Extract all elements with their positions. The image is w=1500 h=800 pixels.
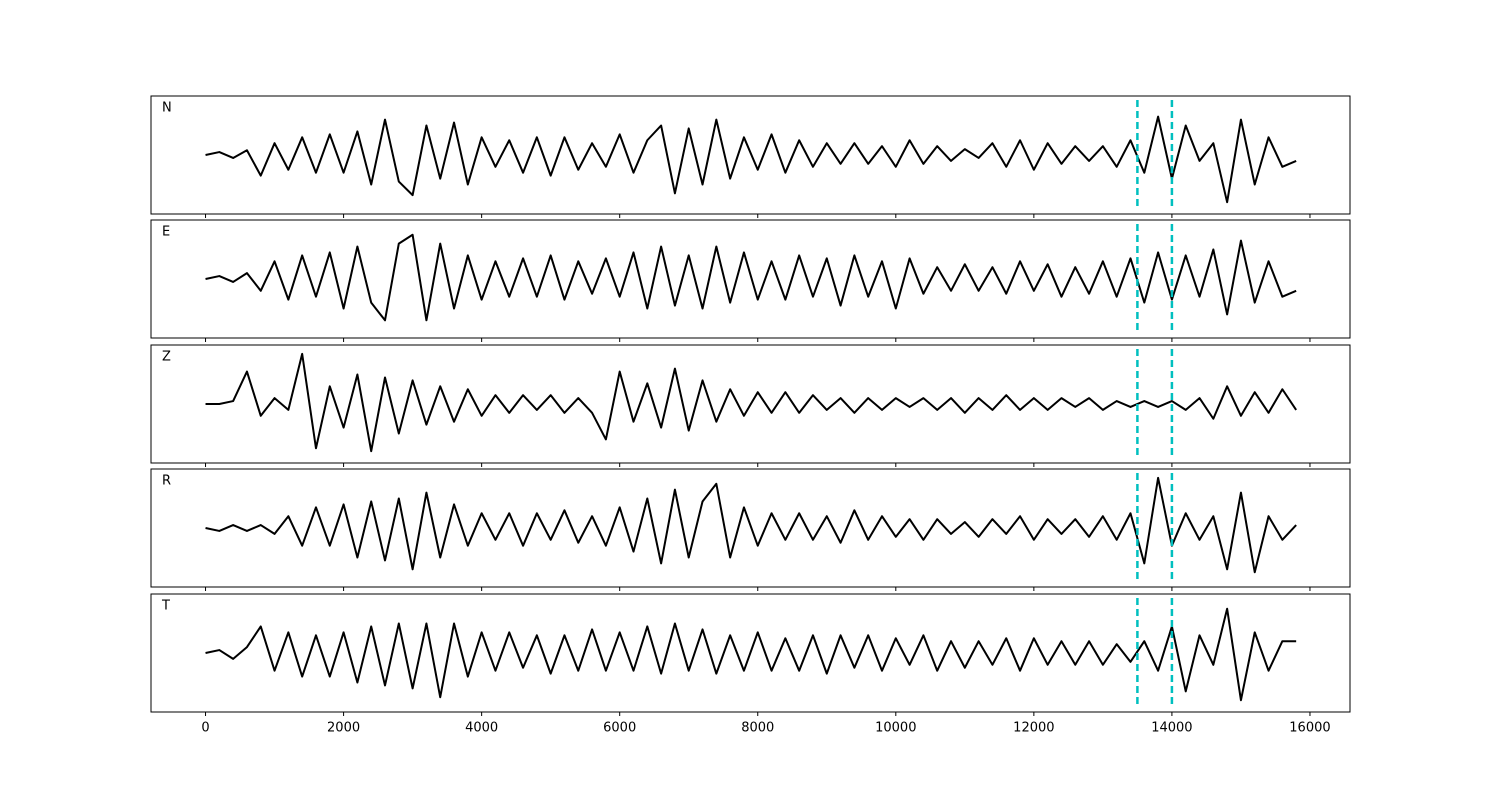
waveform (205, 233, 1297, 322)
x-tick-label: 0 (201, 721, 209, 736)
x-tick-label: 10000 (875, 721, 916, 736)
panel-frame (150, 344, 1351, 464)
panel-frame (150, 95, 1351, 215)
x-tick-label: 14000 (1151, 721, 1192, 736)
panel-frame (150, 593, 1351, 713)
x-tick-label: 8000 (741, 721, 774, 736)
x-tick-label: 12000 (1013, 721, 1054, 736)
panel-label: Z (162, 350, 171, 365)
panel-frame (150, 219, 1351, 339)
waveform (205, 115, 1297, 204)
x-tick-label: 16000 (1289, 721, 1330, 736)
x-tick-label: 2000 (327, 721, 360, 736)
panel-label: R (162, 474, 171, 489)
waveform (205, 607, 1297, 702)
panel-label: N (162, 101, 172, 116)
panel-label: E (162, 225, 170, 240)
panel-frame (150, 468, 1351, 588)
waveform (205, 352, 1297, 453)
waveform (205, 476, 1297, 574)
panel-label: T (161, 599, 170, 614)
x-tick-label: 4000 (465, 721, 498, 736)
x-tick-label: 6000 (603, 721, 636, 736)
